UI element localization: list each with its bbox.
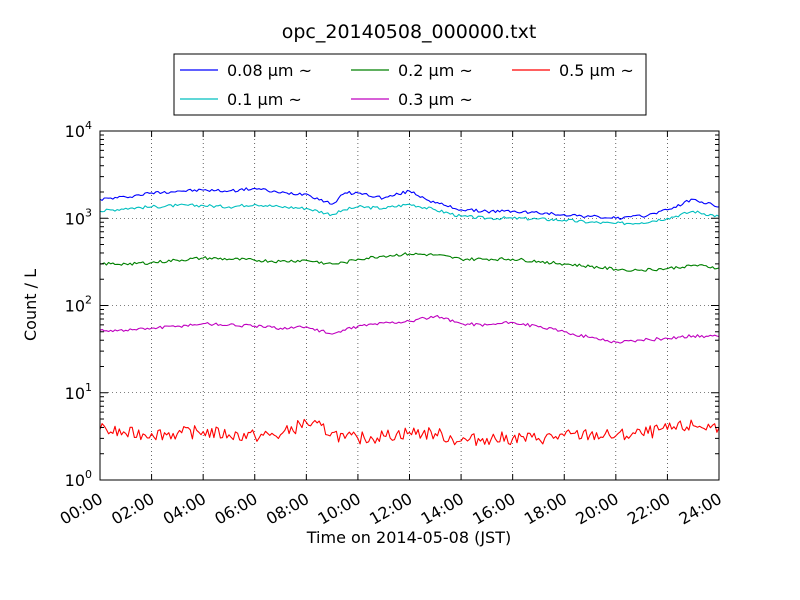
axis-ticks	[99, 130, 720, 481]
legend-label: 0.2 μm ~	[398, 61, 473, 80]
series-line	[99, 418, 720, 447]
y-tick-labels: 100 101 102 103 104	[65, 119, 92, 490]
y-tick-label: 104	[65, 119, 92, 141]
y-axis-label: Count / L	[21, 269, 40, 341]
series-line	[99, 203, 720, 226]
legend-box	[173, 53, 647, 116]
series-line	[99, 187, 719, 220]
legend-label: 0.08 μm ~	[227, 61, 312, 80]
series-layer	[99, 187, 720, 447]
x-axis-label: Time on 2014-05-08 (JST)	[306, 528, 511, 547]
chart-title: opc_20140508_000000.txt	[282, 21, 537, 43]
y-tick-label: 103	[65, 206, 92, 228]
legend-label: 0.5 μm ~	[559, 61, 634, 80]
y-tick-label: 100	[65, 468, 92, 490]
series-line	[99, 252, 720, 272]
legend: 0.08 μm ~ 0.1 μm ~ 0.2 μm ~ 0.3 μm ~ 0.5 μm …	[173, 53, 647, 116]
series-line	[99, 314, 720, 344]
y-tick-label: 101	[65, 381, 92, 403]
legend-label: 0.3 μm ~	[398, 90, 473, 109]
y-tick-label: 102	[65, 294, 92, 316]
legend-label: 0.1 μm ~	[227, 90, 302, 109]
